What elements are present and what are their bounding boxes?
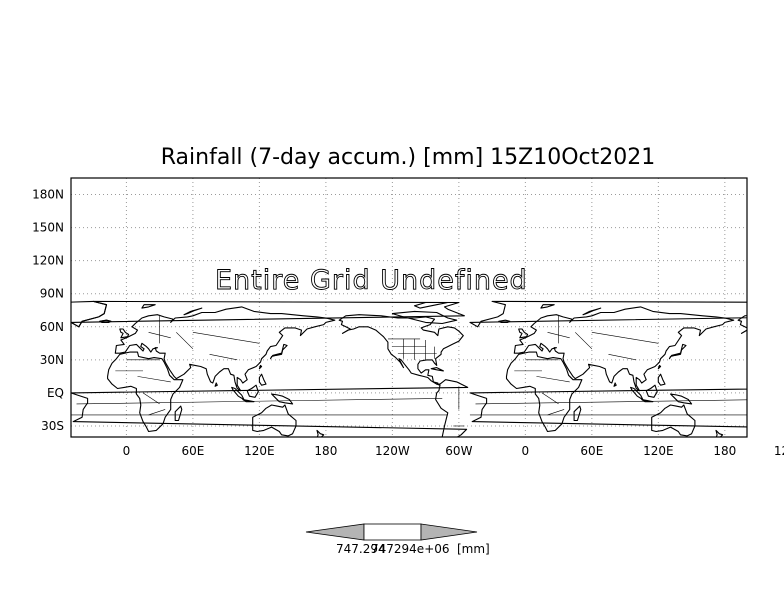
continent-novaya bbox=[183, 307, 203, 316]
colorbar: 747.294 747294e+06 [mm] bbox=[305, 523, 490, 556]
undefined-grid-message: Entire Grid Undefined bbox=[215, 265, 528, 296]
lat-tick-label: EQ bbox=[47, 386, 64, 400]
country-border bbox=[176, 332, 194, 350]
lon-tick-label: 120W bbox=[375, 444, 410, 458]
continent-arctic1 bbox=[391, 310, 458, 325]
country-border bbox=[536, 376, 570, 383]
continent-australia bbox=[252, 404, 297, 437]
continent-taiwan bbox=[258, 364, 263, 370]
lat-tick-label: 120N bbox=[32, 254, 64, 268]
lat-tick-label: 150N bbox=[32, 221, 64, 235]
country-border bbox=[209, 354, 238, 361]
continent-srilanka bbox=[613, 382, 617, 387]
continent-taiwan bbox=[657, 364, 662, 370]
continent-africa bbox=[107, 351, 184, 433]
continent-madagascar bbox=[573, 405, 582, 422]
continent-greenland-edge bbox=[71, 300, 108, 328]
colorbar-center bbox=[363, 523, 422, 541]
lon-tick-label: 0 bbox=[123, 444, 131, 458]
continent-java bbox=[641, 398, 654, 403]
lon-tick-label: 0 bbox=[522, 444, 530, 458]
continent-uk bbox=[119, 328, 130, 339]
lon-tick-label: 60E bbox=[181, 444, 204, 458]
continent-svalbard bbox=[141, 304, 156, 309]
continent-nz bbox=[715, 429, 724, 437]
lat-tick-label: 60N bbox=[40, 320, 64, 334]
lon-tick-label: 120E bbox=[643, 444, 674, 458]
colorbar-high-arrow bbox=[420, 523, 478, 541]
lat-tick-label: 90N bbox=[40, 287, 64, 301]
map-frame bbox=[70, 177, 748, 438]
country-border bbox=[226, 337, 260, 344]
continent-outlines bbox=[71, 300, 747, 444]
continent-samerica bbox=[469, 388, 747, 428]
continent-japan bbox=[668, 343, 687, 360]
continent-novaya bbox=[582, 307, 602, 316]
continent-uk bbox=[518, 328, 529, 339]
latitude-tick-labels: 180N 150N 120N 90N 60N 30N EQ 30S bbox=[32, 188, 64, 433]
lat-tick-label: 180N bbox=[32, 188, 64, 202]
lat-tick-label: 30N bbox=[40, 353, 64, 367]
colorbar-low-arrow bbox=[305, 523, 365, 541]
continent-java bbox=[242, 398, 255, 403]
continent-newguinea bbox=[669, 393, 693, 405]
continent-namerica bbox=[737, 315, 747, 334]
continent-africa bbox=[505, 351, 583, 433]
continent-eurasia bbox=[114, 306, 336, 392]
continent-borneo bbox=[246, 384, 259, 398]
continent-arctic2 bbox=[413, 301, 449, 309]
colorbar-unit-label: [mm] bbox=[457, 542, 490, 556]
colorbar-high-label: 747294e+06 bbox=[371, 542, 450, 556]
lon-tick-label: 180 bbox=[314, 444, 337, 458]
continent-philippines bbox=[258, 373, 267, 386]
country-border bbox=[148, 409, 166, 416]
continent-srilanka bbox=[214, 382, 218, 387]
country-border bbox=[575, 332, 593, 350]
map-title: Rainfall (7-day accum.) [mm] 15Z10Oct202… bbox=[161, 145, 655, 170]
colorbar-low-label: 747.294 bbox=[336, 542, 386, 556]
country-border bbox=[541, 392, 559, 405]
continent-cuba bbox=[430, 367, 444, 372]
continent-greenland bbox=[71, 300, 465, 328]
continent-borneo bbox=[645, 384, 658, 398]
country-border bbox=[608, 354, 637, 361]
lon-tick-label: 180 bbox=[713, 444, 736, 458]
continent-newguinea bbox=[271, 393, 294, 405]
continent-iceland bbox=[498, 319, 511, 323]
continent-philippines bbox=[657, 373, 666, 386]
longitude-tick-labels: 060E120E180120W60W060E120E180120W60W bbox=[123, 444, 784, 458]
country-border bbox=[547, 332, 570, 339]
country-border bbox=[76, 398, 443, 405]
continent-namerica bbox=[338, 314, 464, 385]
country-border bbox=[625, 337, 659, 344]
continent-nz bbox=[316, 429, 325, 437]
continent-iceland-edge bbox=[99, 319, 112, 323]
lon-tick-label: 60E bbox=[580, 444, 603, 458]
lon-tick-label: 60W bbox=[445, 444, 472, 458]
lon-tick-label: 120E bbox=[244, 444, 275, 458]
continent-svalbard bbox=[540, 304, 555, 309]
continent-australia bbox=[651, 404, 696, 437]
continent-japan bbox=[269, 343, 288, 360]
country-border bbox=[137, 376, 171, 383]
country-border bbox=[591, 332, 626, 339]
grid-lines bbox=[71, 178, 747, 437]
country-border bbox=[142, 392, 160, 405]
continent-greenland bbox=[469, 300, 747, 328]
country-border bbox=[148, 332, 171, 339]
country-border bbox=[475, 399, 747, 405]
lon-tick-label: 120W bbox=[774, 444, 784, 458]
continent-nz2 bbox=[709, 438, 718, 444]
lat-tick-label: 30S bbox=[41, 419, 64, 433]
country-border bbox=[192, 332, 227, 339]
country-border bbox=[547, 409, 565, 416]
continent-madagascar bbox=[174, 405, 183, 422]
continent-nz2 bbox=[310, 438, 319, 444]
continent-eurasia bbox=[513, 306, 735, 392]
